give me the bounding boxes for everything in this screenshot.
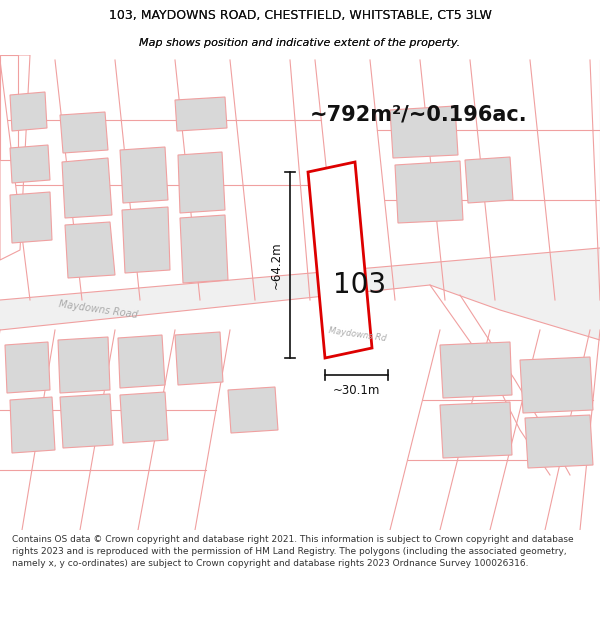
Polygon shape — [58, 337, 110, 393]
Text: 103: 103 — [334, 271, 386, 299]
Polygon shape — [390, 106, 458, 158]
Polygon shape — [175, 332, 223, 385]
Text: Map shows position and indicative extent of the property.: Map shows position and indicative extent… — [139, 38, 461, 48]
Text: Maydowns Rd: Maydowns Rd — [328, 326, 387, 344]
Text: ~30.1m: ~30.1m — [333, 384, 380, 398]
Polygon shape — [60, 112, 108, 153]
Polygon shape — [0, 55, 30, 260]
Polygon shape — [525, 415, 593, 468]
Polygon shape — [440, 402, 512, 458]
Polygon shape — [120, 147, 168, 203]
Text: 103, MAYDOWNS ROAD, CHESTFIELD, WHITSTABLE, CT5 3LW: 103, MAYDOWNS ROAD, CHESTFIELD, WHITSTAB… — [109, 9, 491, 22]
Polygon shape — [118, 335, 165, 388]
Polygon shape — [0, 55, 18, 160]
Polygon shape — [175, 97, 227, 131]
Polygon shape — [5, 342, 50, 393]
Text: Contains OS data © Crown copyright and database right 2021. This information is : Contains OS data © Crown copyright and d… — [12, 535, 574, 568]
Polygon shape — [465, 157, 513, 203]
Polygon shape — [120, 392, 168, 443]
Polygon shape — [308, 162, 372, 358]
Polygon shape — [60, 394, 113, 448]
Polygon shape — [10, 92, 47, 131]
Text: ~64.2m: ~64.2m — [269, 241, 283, 289]
Polygon shape — [65, 222, 115, 278]
Text: 103, MAYDOWNS ROAD, CHESTFIELD, WHITSTABLE, CT5 3LW: 103, MAYDOWNS ROAD, CHESTFIELD, WHITSTAB… — [109, 9, 491, 22]
Polygon shape — [0, 248, 600, 340]
Polygon shape — [122, 207, 170, 273]
Polygon shape — [62, 158, 112, 218]
Polygon shape — [10, 145, 50, 183]
Text: ~792m²/~0.196ac.: ~792m²/~0.196ac. — [310, 105, 527, 125]
Polygon shape — [10, 397, 55, 453]
Polygon shape — [520, 357, 593, 413]
Polygon shape — [228, 387, 278, 433]
Polygon shape — [178, 152, 225, 213]
Polygon shape — [440, 342, 512, 398]
Text: Map shows position and indicative extent of the property.: Map shows position and indicative extent… — [139, 38, 461, 48]
Polygon shape — [180, 215, 228, 283]
Polygon shape — [10, 192, 52, 243]
Text: Maydowns Road: Maydowns Road — [58, 299, 139, 321]
Polygon shape — [395, 161, 463, 223]
